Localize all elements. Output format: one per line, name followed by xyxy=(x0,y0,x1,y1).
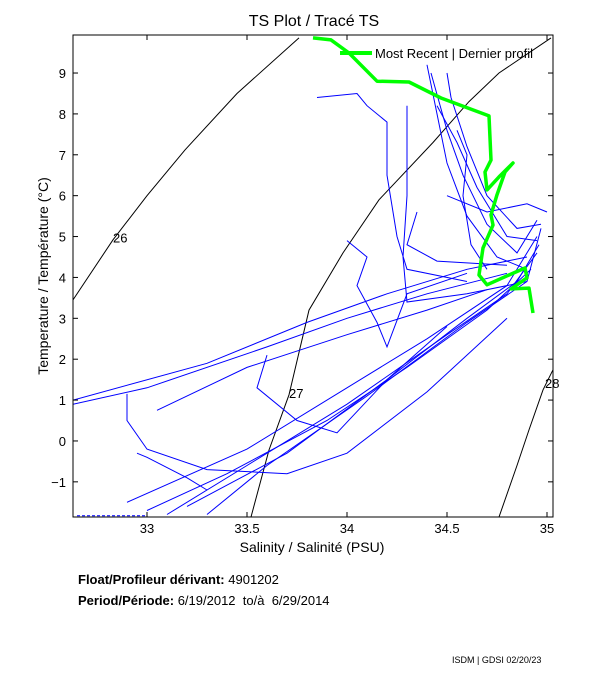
profile-line xyxy=(436,105,538,242)
profile-line xyxy=(446,72,542,229)
start-date: 6/19/2012 xyxy=(177,593,236,608)
y-tick-label: 8 xyxy=(59,107,66,122)
profile-line xyxy=(316,92,468,282)
profile-line xyxy=(402,105,528,303)
plot-area xyxy=(73,36,553,517)
profile-line xyxy=(406,211,508,266)
profile-line xyxy=(156,289,488,411)
profile-line xyxy=(446,195,548,213)
x-tick-label: 33 xyxy=(140,521,154,536)
density-contour-26 xyxy=(73,37,300,301)
y-tick-label: 6 xyxy=(59,189,66,204)
y-tick-label: 7 xyxy=(59,148,66,163)
float-info: Float/Profileur dérivant: 4901202 xyxy=(78,572,279,587)
contour-label-26: 26 xyxy=(113,231,127,246)
profile-line xyxy=(346,240,468,349)
profile-line xyxy=(430,72,538,254)
float-label: Float/Profileur dérivant: xyxy=(78,572,225,587)
profile-line xyxy=(126,236,538,503)
y-tick-label: −1 xyxy=(51,475,66,490)
period-label: Period/Période: xyxy=(78,593,175,608)
chart-title: TS Plot / Tracé TS xyxy=(249,13,379,30)
period-info: Period/Période: 6/19/2012 to/à 6/29/2014 xyxy=(78,593,330,608)
y-tick-label: 4 xyxy=(59,270,66,285)
legend: Most Recent | Dernier profil xyxy=(340,46,533,61)
y-axis-label: Temperature / Température (°C) xyxy=(35,177,51,375)
contour-label-27: 27 xyxy=(289,386,303,401)
y-tick-label: 3 xyxy=(59,311,66,326)
x-tick-label: 34.5 xyxy=(434,521,459,536)
end-date: 6/29/2014 xyxy=(271,593,330,608)
profile-line xyxy=(126,317,508,475)
float-id: 4901202 xyxy=(228,572,279,587)
y-tick-label: 0 xyxy=(59,434,66,449)
contour-label-28: 28 xyxy=(545,376,559,391)
profile-line xyxy=(426,64,528,270)
y-tick-label: 5 xyxy=(59,230,66,245)
profile-line xyxy=(136,452,208,491)
axes-frame xyxy=(72,34,554,518)
x-tick-label: 35 xyxy=(540,521,554,536)
y-tick-label: 2 xyxy=(59,352,66,367)
density-contour-28 xyxy=(498,369,553,517)
profile-line xyxy=(146,268,532,511)
to-label: to/à xyxy=(242,593,265,608)
legend-label-recent: Most Recent | Dernier profil xyxy=(375,46,533,61)
x-tick-label: 33.5 xyxy=(234,521,259,536)
profile-line xyxy=(186,244,540,507)
y-tick-label: 1 xyxy=(59,393,66,408)
footer-credit: ISDM | GDSI 02/20/23 xyxy=(452,655,542,665)
density-contour-27 xyxy=(250,37,552,517)
recent-profile-line xyxy=(312,36,535,314)
profile-line xyxy=(256,326,448,434)
profile-line xyxy=(456,130,488,270)
x-tick-label: 34 xyxy=(340,521,354,536)
profile-line xyxy=(73,272,508,405)
profile-line xyxy=(206,228,542,515)
x-axis-label: Salinity / Salinité (PSU) xyxy=(240,539,385,555)
y-tick-label: 9 xyxy=(59,66,66,81)
profile-line xyxy=(73,256,528,401)
